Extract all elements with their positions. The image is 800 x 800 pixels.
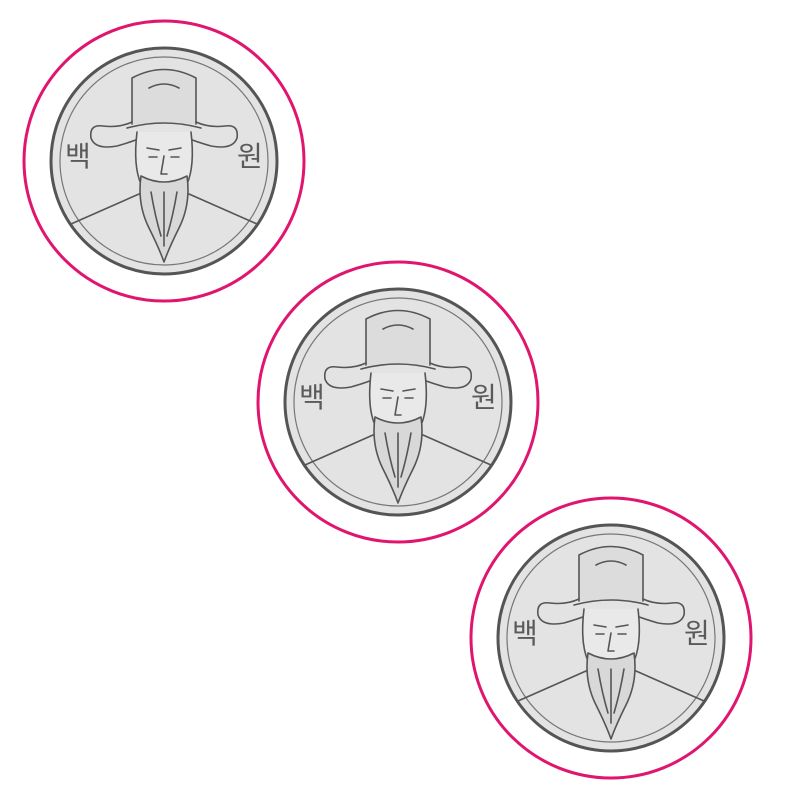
hat-band [126, 122, 202, 129]
portrait [70, 68, 258, 263]
hat-line [148, 83, 180, 89]
coin-right-text: 원 [471, 381, 497, 414]
hat-wing-left [89, 121, 142, 148]
eyebrows [146, 147, 182, 151]
hat-band [360, 363, 436, 370]
hat-crown [578, 545, 644, 602]
hat-crown [131, 68, 197, 125]
beard-strands [150, 191, 178, 247]
robe-collar [304, 434, 492, 466]
coin-drawing: 백 원 [22, 19, 306, 303]
hat-line [382, 324, 414, 330]
robe-collar [70, 193, 258, 225]
coin-2: 백 원 [253, 257, 543, 547]
portrait [517, 545, 705, 740]
hat-wing-left [536, 598, 589, 625]
coin-drawing: 백 원 [256, 260, 540, 544]
hat-wing-left [323, 362, 376, 389]
coin-right-text: 원 [237, 140, 263, 173]
robe-collar [517, 670, 705, 702]
beard-strands [384, 432, 412, 488]
coin-1: 백 원 [19, 16, 309, 306]
hat-band [573, 599, 649, 606]
hat-crown [365, 309, 431, 366]
coin-right-text: 원 [684, 617, 710, 650]
hat-wing-right [633, 598, 686, 625]
coin-left-text: 백 [65, 140, 91, 173]
coin-drawing: 백 원 [469, 496, 753, 780]
hat-wing-right [186, 121, 239, 148]
beard-strands [597, 668, 625, 724]
coin-left-text: 백 [299, 381, 325, 414]
eyebrows [380, 388, 416, 392]
eyebrows [593, 624, 629, 628]
nose [160, 155, 168, 175]
nose [394, 396, 402, 416]
hat-line [595, 560, 627, 566]
hat-wing-right [420, 362, 473, 389]
coin-inner-rim [293, 297, 503, 507]
nose [607, 632, 615, 652]
portrait [304, 309, 492, 504]
coin-inner-rim [506, 533, 716, 743]
coin-3: 백 원 [466, 493, 756, 783]
coin-left-text: 백 [512, 617, 538, 650]
coin-inner-rim [59, 56, 269, 266]
